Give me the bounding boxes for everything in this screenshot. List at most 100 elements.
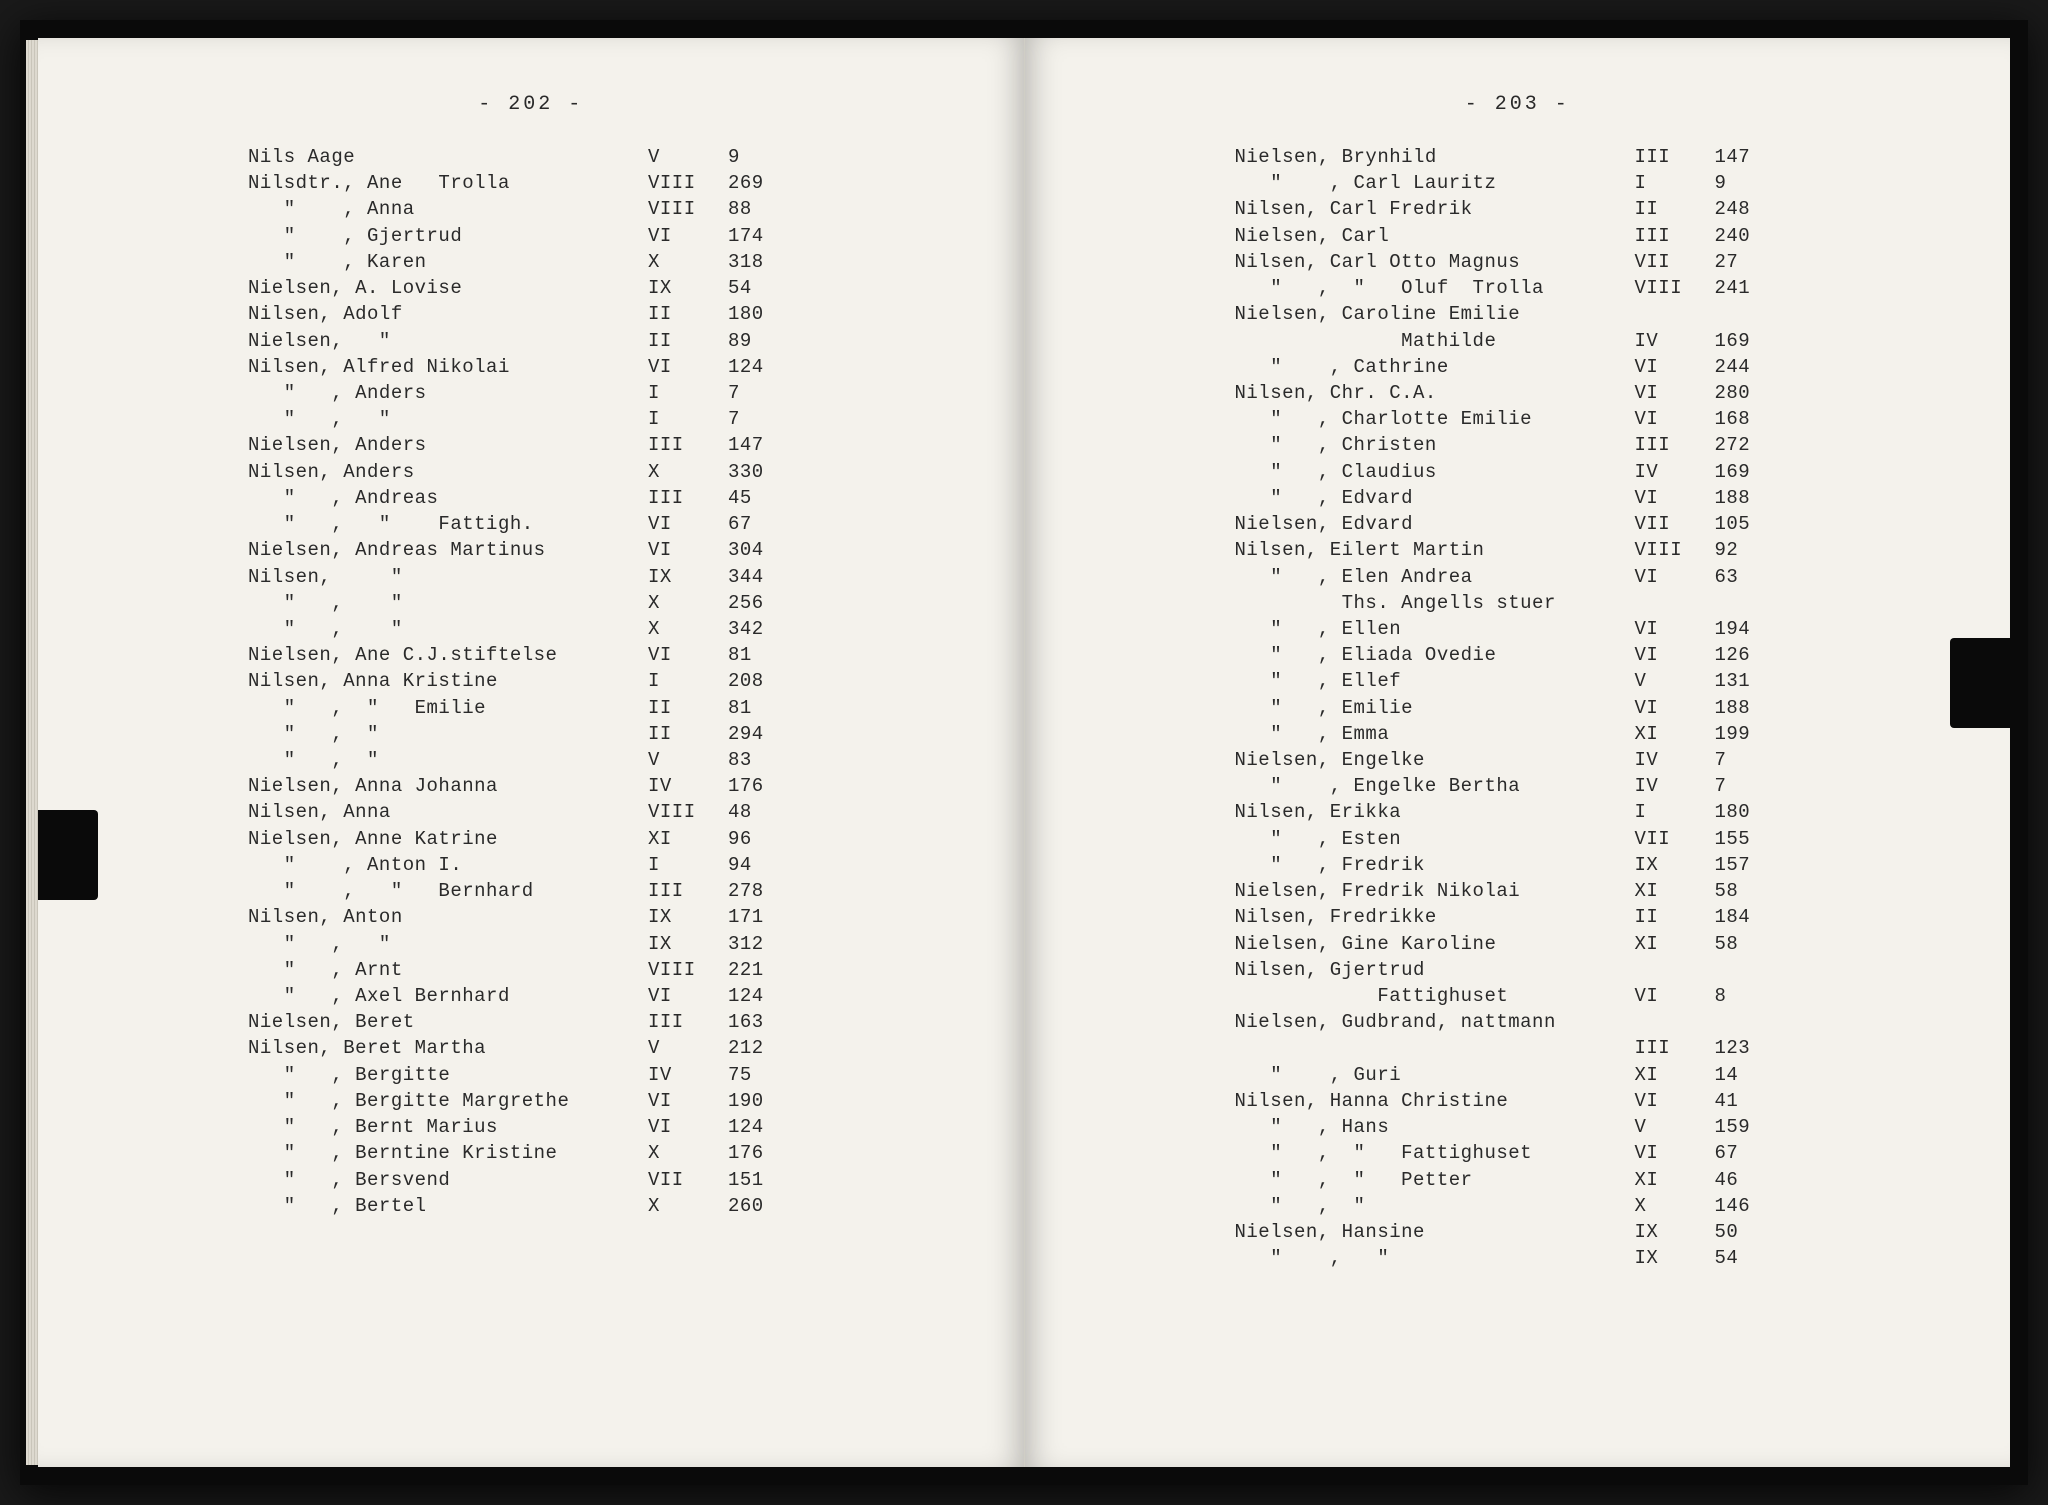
entry-name: Nils Aage bbox=[248, 144, 648, 170]
entry-page: 7 bbox=[728, 406, 798, 432]
entry-name: " , Bergitte bbox=[248, 1062, 648, 1088]
entry-name: Nilsen, Fredrikke bbox=[1235, 904, 1635, 930]
entry-name: Nilsen, Eilert Martin bbox=[1235, 537, 1635, 563]
entry-volume: II bbox=[648, 328, 728, 354]
index-entry: " , EmilieVI188 bbox=[1235, 695, 1875, 721]
entry-name: Nielsen, " bbox=[248, 328, 648, 354]
entry-volume: VI bbox=[1635, 354, 1715, 380]
entry-volume: IV bbox=[1635, 773, 1715, 799]
entry-page: 171 bbox=[728, 904, 798, 930]
index-entry: Nilsen, Beret MarthaV212 bbox=[248, 1035, 888, 1061]
binder-clip-right bbox=[1950, 638, 2010, 728]
index-entry: " , " Oluf TrollaVIII241 bbox=[1235, 275, 1875, 301]
entry-volume: VIII bbox=[648, 799, 728, 825]
entry-page: 269 bbox=[728, 170, 798, 196]
index-entry: " , Bergitte MargretheVI190 bbox=[248, 1088, 888, 1114]
entry-volume: II bbox=[648, 301, 728, 327]
entry-volume: II bbox=[1635, 196, 1715, 222]
index-entry: " , KarenX318 bbox=[248, 249, 888, 275]
entry-volume: IV bbox=[1635, 459, 1715, 485]
entry-page: 27 bbox=[1715, 249, 1785, 275]
entry-page: 180 bbox=[728, 301, 798, 327]
index-entry: Nilsen, Carl FredrikII248 bbox=[1235, 196, 1875, 222]
index-entry: Nielsen, Ane C.J.stiftelseVI81 bbox=[248, 642, 888, 668]
entry-page: 9 bbox=[728, 144, 798, 170]
entry-page: 272 bbox=[1715, 432, 1785, 458]
entry-page: 304 bbox=[728, 537, 798, 563]
index-entry: " , EmmaXI199 bbox=[1235, 721, 1875, 747]
entry-volume: III bbox=[648, 878, 728, 904]
entry-page: 256 bbox=[728, 590, 798, 616]
entry-page: 46 bbox=[1715, 1167, 1785, 1193]
entry-volume: IX bbox=[1635, 852, 1715, 878]
entry-name: Mathilde bbox=[1235, 328, 1635, 354]
entry-name: " , " Bernhard bbox=[248, 878, 648, 904]
entry-name: " , Anna bbox=[248, 196, 648, 222]
entry-volume: VI bbox=[1635, 564, 1715, 590]
entry-page bbox=[1715, 301, 1785, 327]
entry-volume bbox=[1635, 590, 1715, 616]
entry-volume bbox=[1635, 957, 1715, 983]
entry-name: Nilsen, Chr. C.A. bbox=[1235, 380, 1635, 406]
entry-volume: III bbox=[648, 1009, 728, 1035]
index-entry: Nielsen, BrynhildIII147 bbox=[1235, 144, 1875, 170]
index-entry: Nielsen, BeretIII163 bbox=[248, 1009, 888, 1035]
index-entry: " , "V83 bbox=[248, 747, 888, 773]
index-entry: " , "IX312 bbox=[248, 931, 888, 957]
index-entry: " , AnnaVIII88 bbox=[248, 196, 888, 222]
index-entry: " , EllenVI194 bbox=[1235, 616, 1875, 642]
entry-volume: VI bbox=[1635, 642, 1715, 668]
entry-name: " , Eliada Ovedie bbox=[1235, 642, 1635, 668]
entry-name: " , Claudius bbox=[1235, 459, 1635, 485]
entry-name: " , Arnt bbox=[248, 957, 648, 983]
entry-volume: X bbox=[648, 249, 728, 275]
entry-name: " , Bergitte Margrethe bbox=[248, 1088, 648, 1114]
index-entry: Ths. Angells stuer bbox=[1235, 590, 1875, 616]
entry-volume: IX bbox=[648, 904, 728, 930]
index-entry: Nilsen, "IX344 bbox=[248, 564, 888, 590]
index-entry: " , HansV159 bbox=[1235, 1114, 1875, 1140]
entry-volume: III bbox=[1635, 144, 1715, 170]
entry-volume: III bbox=[1635, 223, 1715, 249]
entry-page: 244 bbox=[1715, 354, 1785, 380]
entry-name: Nielsen, Carl bbox=[1235, 223, 1635, 249]
entry-page: 105 bbox=[1715, 511, 1785, 537]
entry-page: 58 bbox=[1715, 878, 1785, 904]
entry-page: 155 bbox=[1715, 826, 1785, 852]
index-entry: III123 bbox=[1235, 1035, 1875, 1061]
index-entries-left: Nils AageV9Nilsdtr., Ane TrollaVIII269 "… bbox=[248, 144, 888, 1219]
entry-name: " , Emma bbox=[1235, 721, 1635, 747]
entry-name: Nilsen, Anton bbox=[248, 904, 648, 930]
entry-volume: VII bbox=[1635, 511, 1715, 537]
entry-name: " , Gjertrud bbox=[248, 223, 648, 249]
entry-name: " , Hans bbox=[1235, 1114, 1635, 1140]
entry-name: Ths. Angells stuer bbox=[1235, 590, 1635, 616]
index-entry: " , " BernhardIII278 bbox=[248, 878, 888, 904]
entry-page: 212 bbox=[728, 1035, 798, 1061]
index-entry: Nielsen, Gudbrand, nattmann bbox=[1235, 1009, 1875, 1035]
index-entry: " , Engelke BerthaIV7 bbox=[1235, 773, 1875, 799]
entry-page: 147 bbox=[728, 432, 798, 458]
entry-page: 124 bbox=[728, 1114, 798, 1140]
index-entry: Nielsen, Anne KatrineXI96 bbox=[248, 826, 888, 852]
entry-name: " , " Petter bbox=[1235, 1167, 1635, 1193]
entry-volume bbox=[1635, 1009, 1715, 1035]
entry-volume: II bbox=[648, 721, 728, 747]
index-entry: Nilsen, ErikkaI180 bbox=[1235, 799, 1875, 825]
entry-name: " , Berntine Kristine bbox=[248, 1140, 648, 1166]
entry-volume: VII bbox=[648, 1167, 728, 1193]
index-entry: " , BersvendVII151 bbox=[248, 1167, 888, 1193]
index-entry: Nilsen, AntonIX171 bbox=[248, 904, 888, 930]
entry-name: Nilsen, Hanna Christine bbox=[1235, 1088, 1635, 1114]
index-entry: " , Axel BernhardVI124 bbox=[248, 983, 888, 1009]
index-entry: " , AndersI7 bbox=[248, 380, 888, 406]
entry-page: 58 bbox=[1715, 931, 1785, 957]
index-entry: Nilsen, Eilert MartinVIII92 bbox=[1235, 537, 1875, 563]
entry-name: Nilsen, Anna Kristine bbox=[248, 668, 648, 694]
index-entry: Nilsen, Chr. C.A.VI280 bbox=[1235, 380, 1875, 406]
entry-page: 54 bbox=[728, 275, 798, 301]
entry-page: 9 bbox=[1715, 170, 1785, 196]
index-entry: Nielsen, Caroline Emilie bbox=[1235, 301, 1875, 327]
entry-name: Nilsen, Carl Fredrik bbox=[1235, 196, 1635, 222]
entry-volume: XI bbox=[1635, 1062, 1715, 1088]
